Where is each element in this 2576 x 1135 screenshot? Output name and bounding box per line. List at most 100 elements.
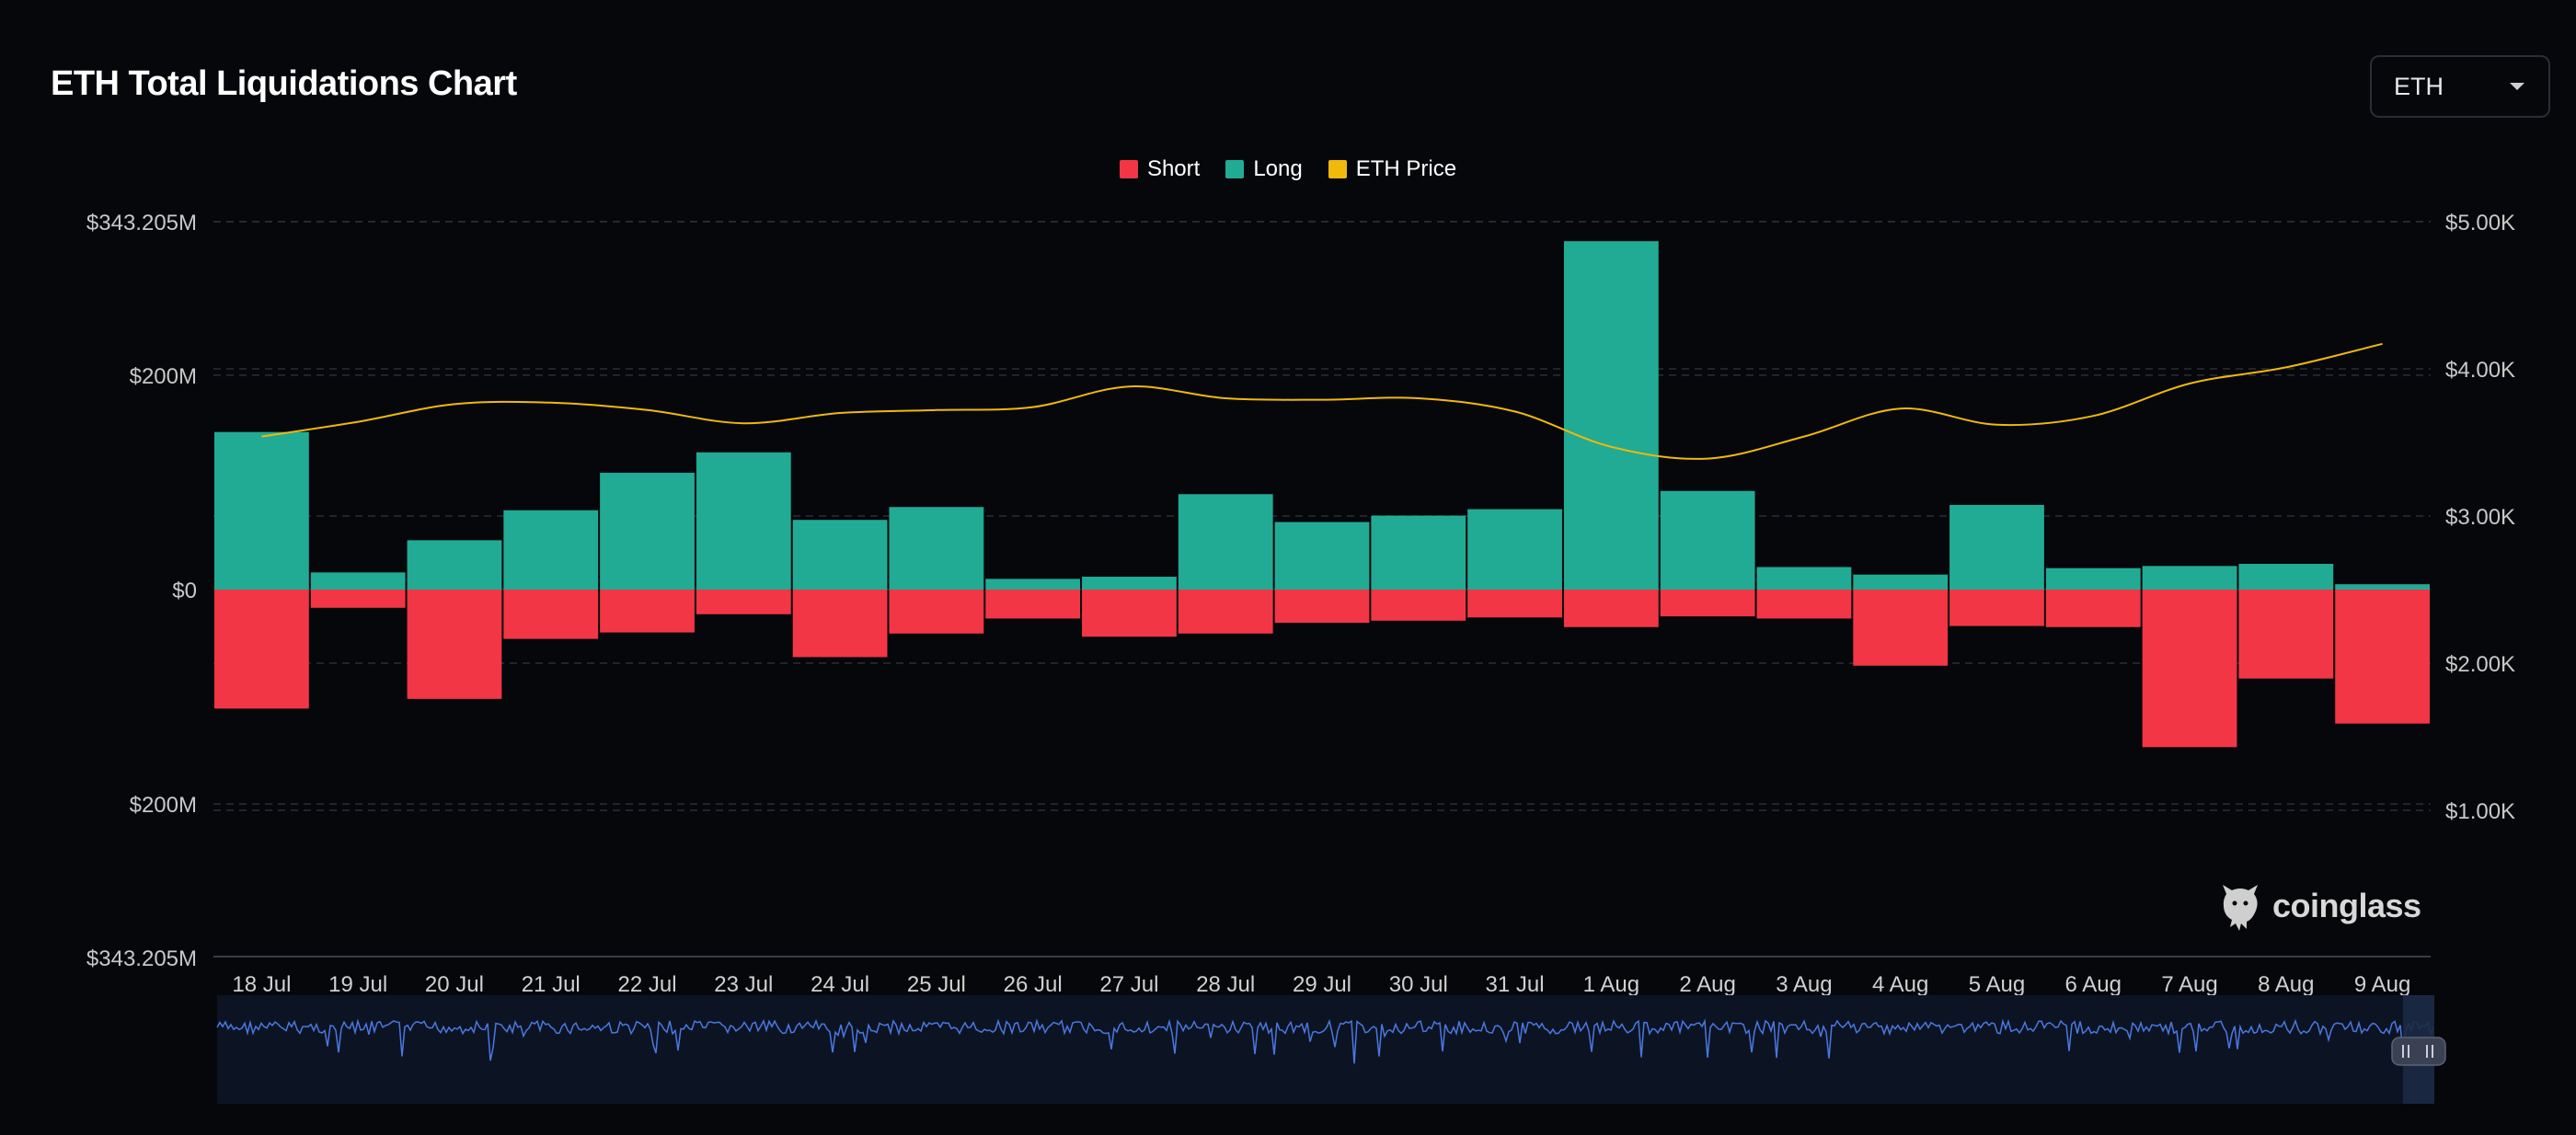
bar-short: [1274, 590, 1370, 624]
bar-long: [1178, 494, 1273, 590]
legend-swatch-long: [1225, 160, 1245, 178]
x-tick-label: 4 Aug: [1872, 972, 1928, 997]
bar-long: [1371, 515, 1466, 590]
coinglass-logo-icon: [2223, 885, 2258, 931]
bar-short: [214, 590, 309, 709]
x-tick-label: 19 Jul: [328, 972, 387, 997]
x-tick-label: 26 Jul: [1004, 972, 1063, 997]
bar-long: [1082, 577, 1177, 590]
bar-short: [2335, 590, 2430, 724]
legend-label-short: Short: [1146, 156, 1201, 181]
bars: [214, 241, 2430, 748]
y-right-tick-label: $1.00K: [2445, 799, 2515, 824]
bar-short: [1853, 590, 1949, 666]
bar-long: [2045, 568, 2141, 590]
zoom-slider-background: [217, 995, 2434, 1104]
bar-long: [214, 431, 309, 590]
x-tick-label: 7 Aug: [2161, 972, 2217, 997]
x-tick-label: 20 Jul: [425, 972, 484, 997]
bar-short: [2045, 590, 2141, 627]
y-right-tick-label: $2.00K: [2445, 652, 2515, 677]
bar-long: [696, 452, 791, 590]
bar-long: [1756, 567, 1852, 590]
bar-long: [1467, 509, 1562, 590]
bar-short: [889, 590, 984, 634]
bar-short: [792, 590, 888, 658]
coin-select-dropdown[interactable]: ETH: [2370, 55, 2550, 118]
x-tick-label: 2 Aug: [1679, 972, 1735, 997]
bar-long: [2238, 564, 2334, 590]
bar-short: [696, 590, 791, 614]
coinglass-watermark: coinglass: [2219, 881, 2421, 931]
price-line: [261, 342, 2383, 460]
y-left-tick-label: $200M: [130, 793, 197, 818]
bar-short: [1563, 590, 1659, 627]
bar-long: [1660, 490, 1755, 590]
y-right-tick-label: $5.00K: [2445, 211, 2515, 235]
zoom-slider[interactable]: [216, 995, 2446, 1104]
bar-short: [1660, 590, 1755, 617]
x-tick-label: 9 Aug: [2354, 972, 2410, 997]
zoom-slider-handle[interactable]: [2391, 1037, 2446, 1066]
x-tick-label: 27 Jul: [1099, 972, 1158, 997]
bar-long: [1853, 574, 1949, 590]
bar-long: [1274, 522, 1370, 590]
watermark-text: coinglass: [2272, 887, 2421, 924]
bar-short: [407, 590, 502, 699]
chevron-down-icon: [2510, 83, 2524, 90]
x-tick-label: 23 Jul: [714, 972, 773, 997]
y-left-tick-label: $343.205M: [86, 946, 197, 971]
x-tick-label: 31 Jul: [1486, 972, 1545, 997]
bar-short: [600, 590, 695, 633]
bar-long: [2142, 566, 2237, 590]
chart-legend: Short Long ETH Price: [0, 156, 2576, 182]
zoom-slider-mini-chart: [216, 1018, 2434, 1064]
legend-swatch-short: [1119, 160, 1138, 178]
bar-long: [2335, 584, 2430, 590]
bar-long: [792, 520, 888, 590]
bar-short: [1178, 590, 1273, 634]
legend-label-eth-price: ETH Price: [1355, 156, 1457, 181]
coin-select-value: ETH: [2394, 72, 2444, 100]
y-left-tick-label: $200M: [130, 364, 197, 389]
bar-long: [310, 572, 406, 590]
x-tick-label: 6 Aug: [2065, 972, 2122, 997]
legend-swatch-eth-price: [1328, 160, 1347, 178]
y-left-tick-label: $0: [172, 579, 197, 603]
legend-item-short[interactable]: Short: [1119, 156, 1201, 182]
eth-price-line: [261, 342, 2383, 460]
x-tick-label: 25 Jul: [907, 972, 966, 997]
axes: $343.205M $200M $0 $200M $343.205M $5.00K $4.0…: [86, 211, 2515, 997]
y-left-tick-label: $343.205M: [86, 211, 197, 235]
x-tick-label: 5 Aug: [1969, 972, 2025, 997]
legend-label-long: Long: [1253, 156, 1303, 181]
bar-long: [985, 579, 1081, 590]
legend-item-long[interactable]: Long: [1225, 156, 1303, 182]
bar-short: [1371, 590, 1466, 621]
bar-short: [1756, 590, 1852, 619]
bar-short: [310, 590, 406, 608]
x-tick-label: 22 Jul: [617, 972, 676, 997]
x-tick-label: 1 Aug: [1583, 972, 1639, 997]
x-tick-label: 30 Jul: [1389, 972, 1448, 997]
y-right-tick-label: $3.00K: [2445, 505, 2515, 530]
bar-long: [889, 507, 984, 590]
bar-short: [1467, 590, 1562, 618]
bar-short: [2238, 590, 2334, 679]
y-right-tick-label: $4.00K: [2445, 358, 2515, 383]
x-tick-label: 21 Jul: [522, 972, 581, 997]
bar-long: [600, 472, 695, 590]
bar-short: [1949, 590, 2044, 626]
bar-short: [2142, 590, 2237, 748]
bar-long: [407, 540, 502, 590]
bar-long: [503, 510, 599, 590]
page-title: ETH Total Liquidations Chart: [51, 64, 517, 103]
bar-long: [1949, 504, 2044, 590]
x-tick-label: 8 Aug: [2258, 972, 2314, 997]
bar-short: [503, 590, 599, 639]
x-tick-label: 18 Jul: [232, 972, 291, 997]
legend-item-eth-price[interactable]: ETH Price: [1328, 156, 1456, 182]
bar-short: [985, 590, 1081, 619]
bar-long: [1563, 241, 1659, 590]
